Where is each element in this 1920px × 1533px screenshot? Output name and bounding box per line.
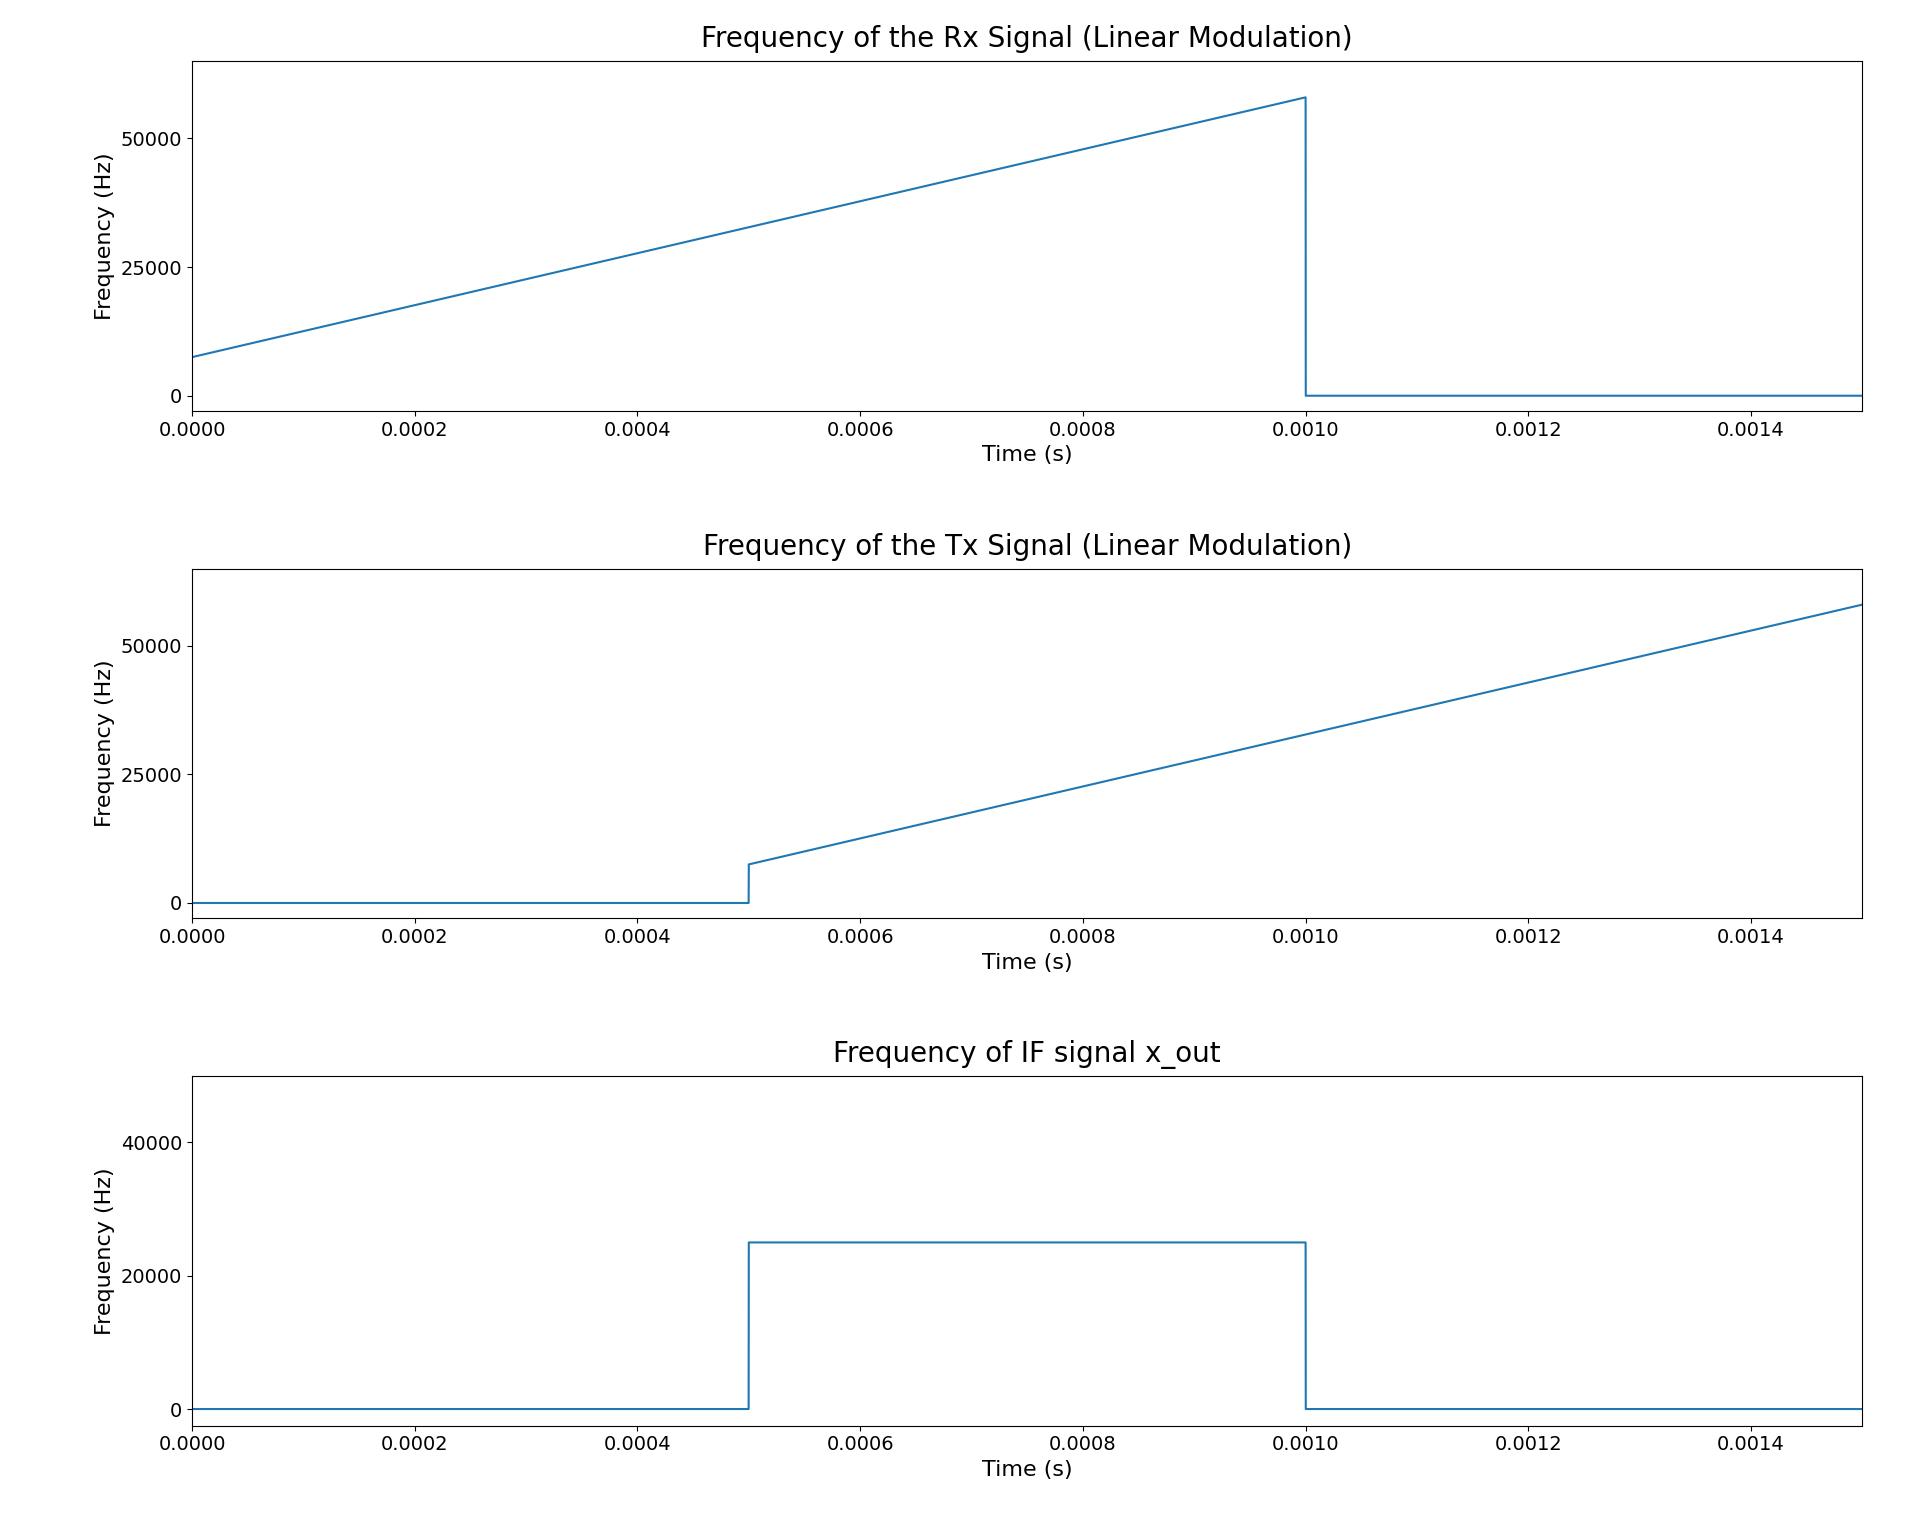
Y-axis label: Frequency (Hz): Frequency (Hz) bbox=[96, 659, 115, 828]
Title: Frequency of the Tx Signal (Linear Modulation): Frequency of the Tx Signal (Linear Modul… bbox=[703, 532, 1352, 561]
Title: Frequency of the Rx Signal (Linear Modulation): Frequency of the Rx Signal (Linear Modul… bbox=[701, 26, 1354, 54]
X-axis label: Time (s): Time (s) bbox=[981, 446, 1073, 466]
X-axis label: Time (s): Time (s) bbox=[981, 1459, 1073, 1479]
X-axis label: Time (s): Time (s) bbox=[981, 952, 1073, 973]
Title: Frequency of IF signal x_out: Frequency of IF signal x_out bbox=[833, 1039, 1221, 1069]
Y-axis label: Frequency (Hz): Frequency (Hz) bbox=[96, 152, 115, 320]
Y-axis label: Frequency (Hz): Frequency (Hz) bbox=[96, 1167, 115, 1335]
